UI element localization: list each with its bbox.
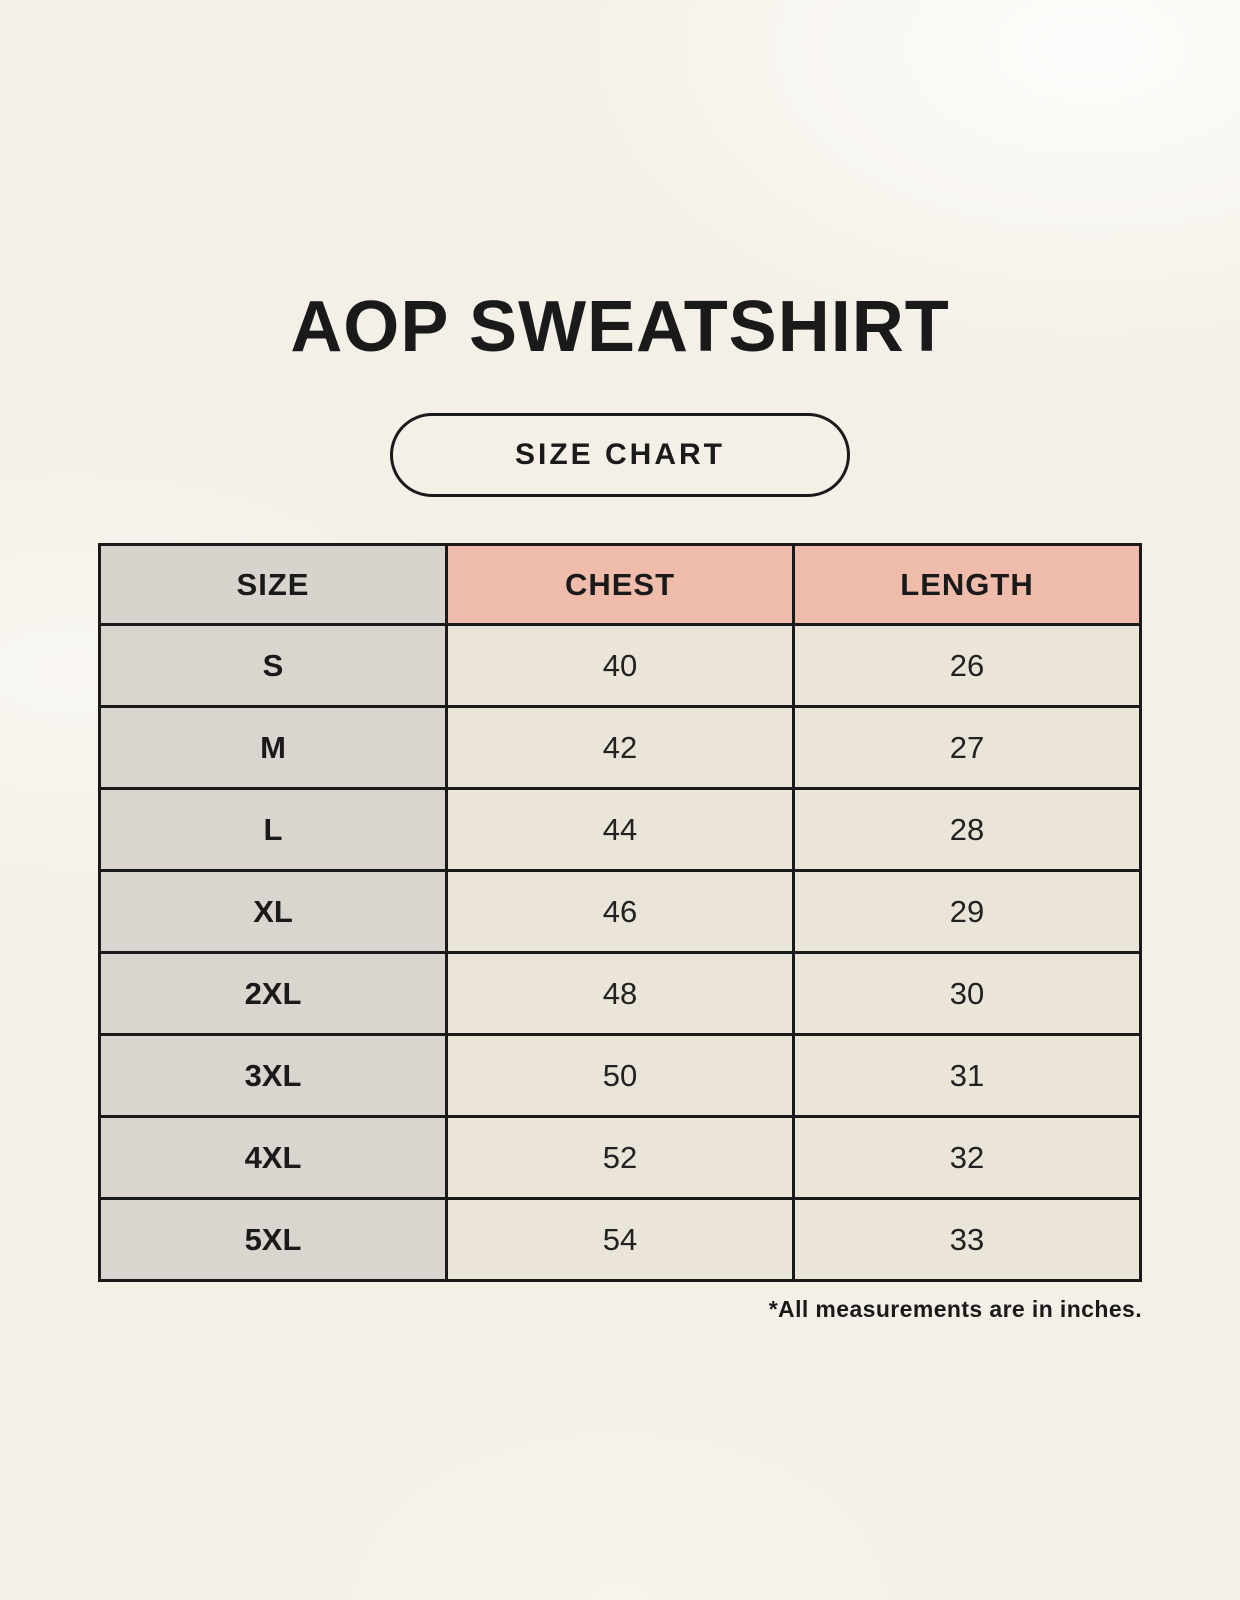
length-value-cell: 29 <box>792 869 1142 955</box>
chest-value-cell: 42 <box>445 705 795 791</box>
size-table-header-row: SIZE CHEST LENGTH <box>98 543 1142 627</box>
chest-value-cell: 50 <box>445 1033 795 1119</box>
table-row: 5XL 54 33 <box>98 1197 1142 1283</box>
size-label-cell: M <box>98 705 448 791</box>
chest-value-cell: 52 <box>445 1115 795 1201</box>
table-row: L 44 28 <box>98 787 1142 873</box>
size-label-cell: 3XL <box>98 1033 448 1119</box>
size-chart-badge: SIZE CHART <box>390 413 850 498</box>
column-header-length: LENGTH <box>792 543 1142 627</box>
length-value-cell: 33 <box>792 1197 1142 1283</box>
size-label-cell: S <box>98 623 448 709</box>
table-row: 3XL 50 31 <box>98 1033 1142 1119</box>
page-title: AOP SWEATSHIRT <box>290 287 950 367</box>
table-row: 2XL 48 30 <box>98 951 1142 1037</box>
table-row: S 40 26 <box>98 623 1142 709</box>
length-value-cell: 31 <box>792 1033 1142 1119</box>
chest-value-cell: 46 <box>445 869 795 955</box>
size-chart-page: AOP SWEATSHIRT SIZE CHART SIZE CHEST LEN… <box>98 287 1142 1323</box>
table-row: 4XL 52 32 <box>98 1115 1142 1201</box>
chest-value-cell: 54 <box>445 1197 795 1283</box>
length-value-cell: 28 <box>792 787 1142 873</box>
table-row: XL 46 29 <box>98 869 1142 955</box>
length-value-cell: 27 <box>792 705 1142 791</box>
size-table: SIZE CHEST LENGTH S 40 26 M 42 27 L 44 28 XL 46 29 2… <box>98 543 1142 1283</box>
length-value-cell: 26 <box>792 623 1142 709</box>
size-label-cell: L <box>98 787 448 873</box>
size-label-cell: 2XL <box>98 951 448 1037</box>
column-header-chest: CHEST <box>445 543 795 627</box>
size-label-cell: 4XL <box>98 1115 448 1201</box>
chest-value-cell: 44 <box>445 787 795 873</box>
column-header-size: SIZE <box>98 543 448 627</box>
length-value-cell: 32 <box>792 1115 1142 1201</box>
measurement-footnote: *All measurements are in inches. <box>768 1296 1142 1323</box>
size-table-body: S 40 26 M 42 27 L 44 28 XL 46 29 2XL 48 30 3XL 50 31 4XL 52… <box>98 623 1142 1283</box>
size-chart-badge-label: SIZE CHART <box>515 438 725 472</box>
chest-value-cell: 40 <box>445 623 795 709</box>
length-value-cell: 30 <box>792 951 1142 1037</box>
size-label-cell: XL <box>98 869 448 955</box>
size-label-cell: 5XL <box>98 1197 448 1283</box>
chest-value-cell: 48 <box>445 951 795 1037</box>
table-row: M 42 27 <box>98 705 1142 791</box>
